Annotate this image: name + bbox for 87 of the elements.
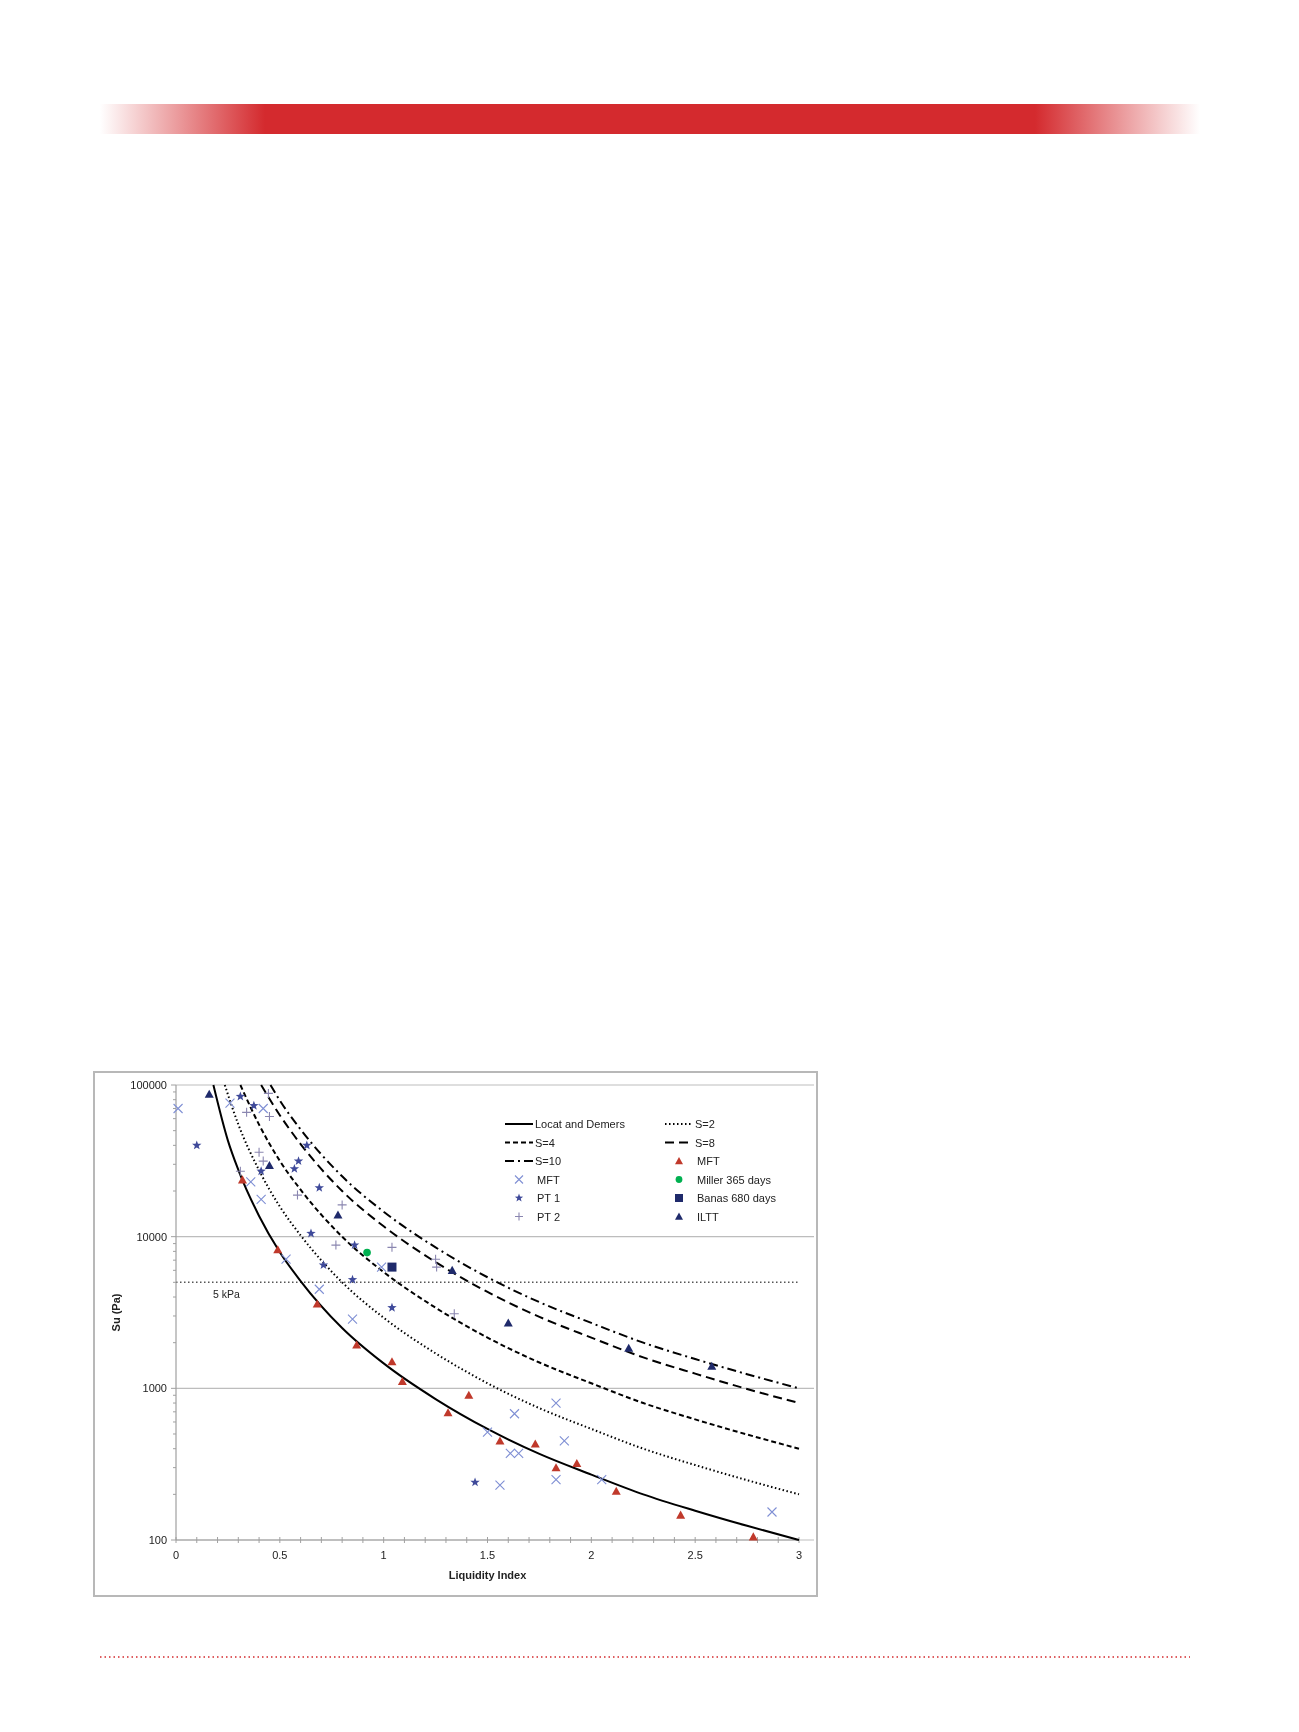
y-tick-label: 10000 — [136, 1230, 167, 1243]
point — [766, 1506, 778, 1518]
point — [333, 1210, 343, 1219]
point — [330, 1240, 341, 1251]
y-tick-label: 100 — [148, 1534, 167, 1546]
point — [302, 1140, 312, 1150]
y-axis-title: Su (Pa) — [110, 1293, 122, 1332]
legend-label: ILTT — [697, 1210, 720, 1223]
point — [550, 1474, 562, 1485]
point — [676, 1510, 686, 1519]
point — [387, 1302, 397, 1312]
ref-line-label: 5 kPa — [213, 1288, 241, 1301]
point — [596, 1474, 607, 1485]
legend-label: PT 1 — [537, 1192, 561, 1204]
point — [352, 1340, 362, 1349]
x-tick-label: 3 — [795, 1549, 803, 1561]
point — [347, 1274, 358, 1284]
point — [572, 1458, 582, 1467]
legend-label: MFT — [537, 1173, 560, 1186]
legend-label: Miller 365 days — [697, 1173, 772, 1186]
point — [264, 1160, 274, 1170]
point — [559, 1435, 570, 1446]
point — [447, 1265, 457, 1274]
legend-label: S=8 — [695, 1136, 715, 1149]
point — [254, 1147, 265, 1158]
x-axis-title: Liquidity Index — [448, 1569, 528, 1581]
point — [397, 1376, 407, 1386]
point — [256, 1194, 267, 1205]
point — [173, 1103, 184, 1114]
point — [314, 1284, 325, 1295]
point — [224, 1098, 236, 1109]
point — [376, 1262, 387, 1273]
point — [470, 1477, 480, 1487]
point — [509, 1408, 520, 1419]
point — [204, 1089, 214, 1098]
point — [530, 1439, 540, 1448]
x-tick-label: 0 — [172, 1549, 180, 1561]
point — [318, 1260, 329, 1270]
point — [550, 1397, 562, 1409]
point — [387, 1262, 397, 1272]
point — [503, 1318, 513, 1327]
point — [312, 1299, 322, 1308]
point — [347, 1314, 358, 1325]
legend-label: S=2 — [695, 1118, 715, 1130]
point — [289, 1163, 300, 1173]
point — [314, 1182, 324, 1192]
point — [306, 1228, 316, 1238]
legend-label: PT 2 — [537, 1210, 561, 1223]
y-tick-label: 100000 — [130, 1079, 167, 1091]
point — [349, 1240, 360, 1250]
point — [337, 1199, 348, 1210]
point — [707, 1361, 717, 1370]
point — [482, 1426, 493, 1438]
point — [292, 1190, 303, 1201]
point — [258, 1103, 269, 1114]
x-tick-label: 2 — [588, 1549, 595, 1561]
legend-label: S=10 — [535, 1155, 561, 1167]
point — [387, 1357, 397, 1366]
point — [551, 1463, 561, 1472]
point — [237, 1175, 247, 1184]
x-tick-label: 2.5 — [687, 1549, 703, 1561]
legend-label: MFT — [697, 1155, 720, 1167]
x-tick-label: 1 — [380, 1549, 387, 1561]
point — [235, 1091, 246, 1101]
point — [748, 1532, 758, 1541]
point — [258, 1156, 269, 1167]
point — [281, 1254, 292, 1265]
point — [624, 1343, 634, 1352]
point — [192, 1140, 202, 1150]
x-tick-label: 0.5 — [272, 1549, 288, 1561]
point — [494, 1480, 506, 1491]
legend-label: Banas 680 days — [697, 1192, 777, 1204]
point — [273, 1245, 283, 1254]
point — [256, 1166, 266, 1176]
point — [495, 1436, 505, 1445]
point — [293, 1156, 304, 1166]
y-tick-label: 1000 — [142, 1382, 167, 1395]
legend-label: S=4 — [535, 1136, 555, 1149]
x-tick-label: 1.5 — [479, 1549, 496, 1561]
point — [249, 1100, 259, 1110]
point — [464, 1390, 474, 1399]
point — [245, 1176, 256, 1187]
point — [363, 1248, 371, 1257]
legend-label: Locat and Demers — [535, 1118, 626, 1130]
point — [386, 1242, 398, 1253]
point — [431, 1262, 442, 1273]
point — [611, 1486, 621, 1495]
